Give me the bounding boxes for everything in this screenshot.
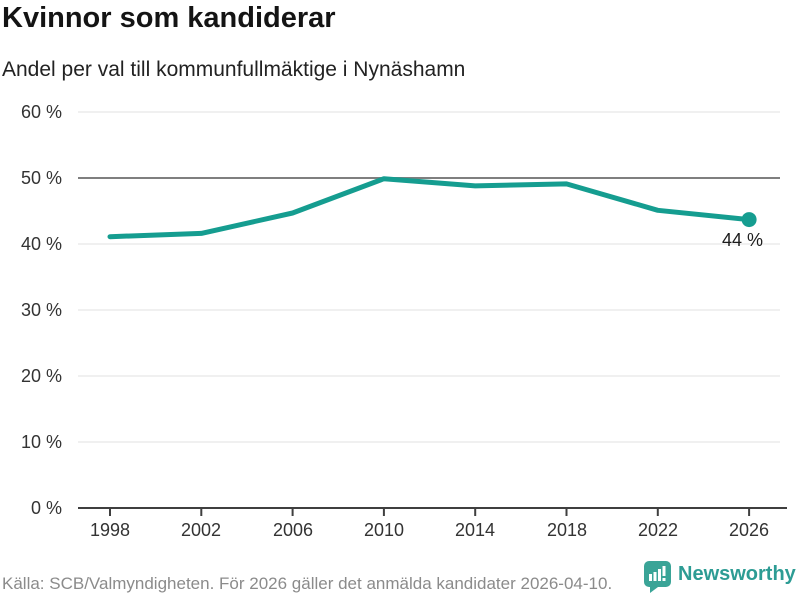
chart-subtitle: Andel per val till kommunfullmäktige i N…: [2, 58, 466, 81]
x-tick-label: 2014: [454, 520, 496, 540]
chart-title: Kvinnor som kandiderar: [2, 2, 336, 34]
x-tick-label: 2010: [363, 520, 405, 540]
x-tick-label: 2006: [272, 520, 314, 540]
data-line: [107, 176, 752, 240]
newsworthy-logo-icon: [644, 561, 671, 593]
y-tick-label: 20 %: [20, 366, 62, 386]
end-point-marker: [741, 212, 757, 228]
y-tick-label: 50 %: [20, 168, 62, 188]
y-tick-label: 30 %: [20, 300, 62, 320]
x-tick-label: 2002: [180, 520, 222, 540]
newsworthy-wordmark: Newsworthy: [678, 563, 796, 585]
x-tick-label: 2018: [546, 520, 588, 540]
y-tick-label: 0 %: [30, 498, 62, 518]
y-tick-label: 40 %: [20, 234, 62, 254]
y-tick-label: 10 %: [20, 432, 62, 452]
source-note: Källa: SCB/Valmyndigheten. För 2026 gäll…: [2, 574, 613, 593]
x-tick-label: 1998: [89, 520, 131, 540]
y-tick-label: 60 %: [20, 102, 62, 122]
x-tick-label: 2026: [728, 520, 770, 540]
x-tick-label: 2022: [637, 520, 679, 540]
newsworthy-brand: Newsworthy: [644, 561, 796, 593]
end-value-label: 44 %: [721, 230, 763, 250]
